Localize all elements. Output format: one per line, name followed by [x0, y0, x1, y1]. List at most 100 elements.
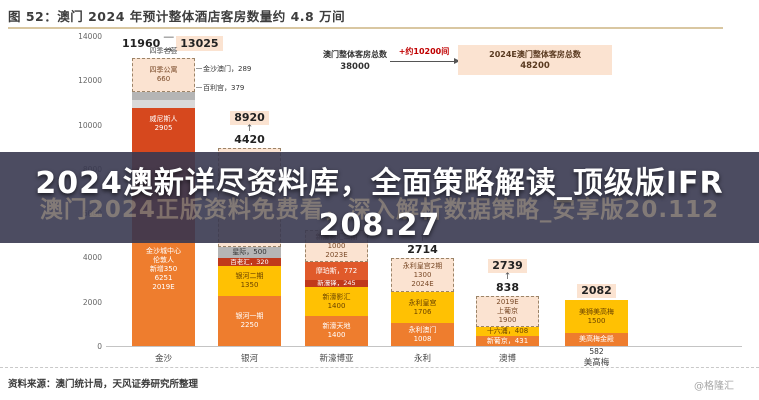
overlay-banner: [0, 152, 759, 243]
segment-label: 伦敦人: [153, 256, 174, 264]
segment-label: 威尼斯人: [149, 115, 178, 123]
category-label-澳博: 澳博: [498, 354, 516, 364]
bar-segment-金沙城中心: 金沙城中心 伦敦人 新增350 6251 2019E: [132, 240, 195, 346]
total-label: 8920: [230, 111, 269, 125]
total-label: 4420: [234, 133, 265, 146]
source-note: 资料来源：澳门统计局，天风证券研究所整理: [8, 379, 199, 390]
bar-segment-百利宫: [132, 100, 195, 108]
bar-segment-新濠天地: 新濠天地 1400: [305, 316, 368, 346]
page-title: 图 52：澳门 2024 年预计整体酒店客房数量约 4.8 万间: [8, 9, 346, 24]
bar-below-value: 582: [589, 347, 604, 356]
category-label-金沙: 金沙: [154, 354, 172, 364]
segment-label: 6251: [154, 274, 173, 282]
segment-label: 2905: [154, 124, 173, 132]
y-axis-tick-label: 12000: [78, 76, 102, 86]
segment-label: 2024E: [411, 279, 434, 288]
side-label-leader: [196, 87, 202, 88]
y-axis-tick-label: 0: [97, 342, 102, 351]
segment-label: 星际，500: [232, 248, 267, 256]
overlay-title-line2: 208.27: [318, 208, 441, 243]
segment-label: 1400: [327, 331, 346, 339]
site-watermark: @格隆汇: [694, 381, 734, 392]
segment-label: 永利皇宫: [408, 298, 437, 307]
bar-segment-上葡京: 2019E 上葡京 1900: [476, 296, 539, 327]
segment-label: 1706: [413, 307, 432, 316]
segment-label: 银河一期: [235, 312, 264, 320]
bar-segment-新葡京: 新葡京，431: [476, 336, 539, 346]
segment-label: 永利澳门: [408, 325, 437, 334]
bar-segment-新濠影汇: 新濠影汇 1400: [305, 287, 368, 316]
bar-segment-百老汇: 百老汇，320: [218, 258, 281, 266]
up-arrow-icon: ↑: [245, 124, 254, 134]
segment-label: 十六浦，408: [486, 327, 529, 335]
title-underline: [8, 27, 723, 29]
right-arrow-icon: —→: [163, 30, 174, 56]
bar-total-labels: 8920 ↑ 4420: [218, 111, 281, 146]
total-label-before: 11960: [122, 36, 161, 50]
segment-label: 新增350: [149, 265, 178, 273]
annotation-delta: +约10200间: [398, 47, 450, 56]
segment-label: 1000: [327, 241, 346, 250]
bar-segment-金沙澳门: [132, 92, 195, 100]
bar-segment-永利皇宫: 永利皇宫 1706: [391, 292, 454, 323]
bar-segment-银河二期: 银河二期 1350: [218, 266, 281, 296]
segment-label: 美高梅金殿: [579, 335, 614, 343]
segment-label: 1300: [413, 270, 432, 279]
bar-segment-十六浦: 十六浦，408: [476, 327, 539, 336]
bar-segment-美狮美高梅: 美狮美高梅 1500: [565, 300, 628, 333]
x-axis-line: [106, 346, 742, 347]
segment-label: 百老汇，320: [230, 258, 269, 266]
y-axis-tick-label: 4000: [82, 253, 102, 263]
y-axis-tick-label: 2000: [82, 297, 102, 307]
bar-total-labels: 2082: [565, 284, 628, 298]
category-label-美高梅: 美高梅: [583, 358, 610, 368]
annotation-arrow: [390, 61, 454, 62]
side-label-leader: [196, 68, 202, 69]
overlay-watermark-text: 澳门2024正版资料免费看，深入解析数据策略_安享版20.112: [39, 197, 720, 223]
segment-label: 新濠天地: [322, 322, 351, 330]
segment-label: 美狮美高梅: [579, 307, 614, 316]
segment-label: 1350: [240, 281, 259, 289]
segment-label: 新葡京，431: [486, 336, 529, 345]
bar-segment-摩珀斯: 摩珀斯，772: [305, 262, 368, 280]
segment-label: 永利皇宫2期: [402, 261, 443, 270]
side-label: 金沙澳门，289: [203, 65, 252, 73]
annotation-current-total: 澳门整体客房总数 38000: [318, 49, 392, 72]
segment-label: 2019E: [496, 298, 519, 306]
bar-note-above: 四季名荟: [149, 47, 178, 55]
total-label: 2714: [407, 243, 438, 256]
annotation-current-total-value: 38000: [340, 62, 370, 72]
annotation-target-label: 2024E澳门整体客房总数: [489, 50, 581, 59]
segment-label: 金沙城中心: [146, 247, 181, 255]
bar-total-labels: 11960 —→ 13025: [122, 30, 223, 56]
bar-segment-星际: 星际，500: [218, 247, 281, 258]
bar-segment-美高梅金殿: 美高梅金殿: [565, 333, 628, 346]
category-label-新濠博亚: 新濠博亚: [319, 354, 354, 364]
segment-label: 新濠锋，245: [317, 280, 356, 287]
annotation-arrow-head-icon: [454, 58, 460, 64]
total-label: 2082: [577, 284, 616, 298]
segment-label: 摩珀斯，772: [315, 266, 358, 275]
bar-segment-四季公寓: 四季公寓 660: [132, 58, 195, 92]
segment-label: 1400: [327, 301, 346, 310]
bar-segment-银河一期: 银河一期 2250: [218, 296, 281, 346]
total-label: 2739: [488, 259, 527, 273]
segment-label: 银河二期: [235, 272, 264, 280]
bar-total-labels: 2739 ↑ 838: [476, 259, 539, 294]
segment-label: 2019E: [152, 283, 175, 291]
y-axis-tick-label: 14000: [78, 31, 102, 41]
annotation-target-box: 2024E澳门整体客房总数 48200: [458, 45, 612, 75]
segment-label: 660: [156, 75, 171, 83]
segment-label: 1008: [413, 334, 432, 343]
total-label: 838: [496, 281, 519, 294]
segment-label: 上葡京: [497, 307, 518, 315]
segment-label: 1500: [587, 316, 606, 325]
total-label-after: 13025: [176, 35, 223, 51]
segment-label: 2250: [240, 321, 259, 329]
segment-label: 新濠影汇: [322, 292, 351, 301]
segment-label: 四季公寓: [149, 66, 178, 74]
overlay-title-line1: 2024澳新详尽资料库，全面策略解读_顶级版IFR: [35, 166, 724, 201]
annotation-target-value: 48200: [520, 61, 550, 71]
up-arrow-icon: ↑: [503, 272, 512, 282]
